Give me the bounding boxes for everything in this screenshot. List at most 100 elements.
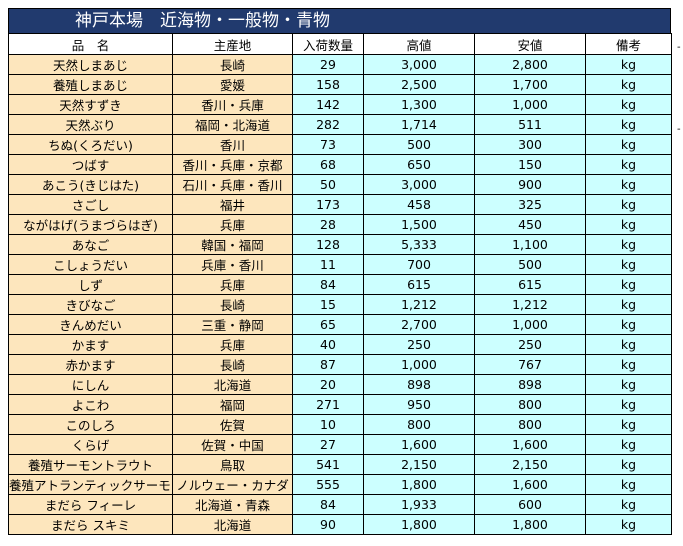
table-row: にしん 北海道 20 898 898 kg <box>8 374 672 395</box>
item-name-cell: 赤かます <box>8 354 173 375</box>
quantity-cell: 282 <box>292 114 364 135</box>
low-price-cell: 250 <box>474 334 586 355</box>
table-row: ながはげ(うまづらはぎ) 兵庫 28 1,500 450 kg <box>8 214 672 235</box>
origin-cell: 長崎 <box>172 354 293 375</box>
table-row: よこわ 福岡 271 950 800 kg <box>8 394 672 415</box>
high-price-cell: 1,800 <box>363 514 475 535</box>
high-price-cell: 1,714 <box>363 114 475 135</box>
quantity-cell: 142 <box>292 94 364 115</box>
market-price-sheet: 神戸本場 近海物・一般物・青物 品 名 主産地 入荷数量 高値 安値 備考 天然… <box>8 8 672 535</box>
item-name-cell: にしん <box>8 374 173 395</box>
table-row: 天然しまあじ 長崎 29 3,000 2,800 kg <box>8 54 672 75</box>
origin-cell: 香川・兵庫・京都 <box>172 154 293 175</box>
note-cell: kg <box>585 434 672 455</box>
origin-cell: 韓国・福岡 <box>172 234 293 255</box>
low-price-cell: 1,212 <box>474 294 586 315</box>
quantity-cell: 27 <box>292 434 364 455</box>
origin-cell: 福井 <box>172 194 293 215</box>
origin-cell: 兵庫・香川 <box>172 254 293 275</box>
quantity-cell: 68 <box>292 154 364 175</box>
low-price-cell: 1,600 <box>474 434 586 455</box>
quantity-cell: 555 <box>292 474 364 495</box>
note-cell: kg <box>585 254 672 275</box>
table-row: 養殖アトランティックサーモン ノルウェー・カナダ 555 1,800 1,600 kg <box>8 474 672 495</box>
item-name-cell: くらげ <box>8 434 173 455</box>
header-name: 品 名 <box>8 33 173 55</box>
note-cell: kg <box>585 194 672 215</box>
header-note: 備考 <box>585 33 672 55</box>
quantity-cell: 84 <box>292 494 364 515</box>
item-name-cell: つばす <box>8 154 173 175</box>
origin-cell: 北海道・青森 <box>172 494 293 515</box>
high-price-cell: 1,933 <box>363 494 475 515</box>
low-price-cell: 2,800 <box>474 54 586 75</box>
high-price-cell: 1,500 <box>363 214 475 235</box>
high-price-cell: 2,700 <box>363 314 475 335</box>
note-cell: kg <box>585 274 672 295</box>
quantity-cell: 271 <box>292 394 364 415</box>
note-cell: kg <box>585 314 672 335</box>
note-cell: kg <box>585 334 672 355</box>
high-price-cell: 700 <box>363 254 475 275</box>
quantity-cell: 40 <box>292 334 364 355</box>
note-cell: kg <box>585 294 672 315</box>
quantity-cell: 541 <box>292 454 364 475</box>
high-price-cell: 3,000 <box>363 174 475 195</box>
table-row: 赤かます 長崎 87 1,000 767 kg <box>8 354 672 375</box>
table-row: さごし 福井 173 458 325 kg <box>8 194 672 215</box>
item-name-cell: まだら フィーレ <box>8 494 173 515</box>
high-price-cell: 458 <box>363 194 475 215</box>
high-price-cell: 3,000 <box>363 54 475 75</box>
note-cell: kg <box>585 234 672 255</box>
edge-mark: - <box>677 124 681 135</box>
table-row: まだら フィーレ 北海道・青森 84 1,933 600 kg <box>8 494 672 515</box>
quantity-cell: 29 <box>292 54 364 75</box>
high-price-cell: 898 <box>363 374 475 395</box>
item-name-cell: 養殖しまあじ <box>8 74 173 95</box>
header-row: 品 名 主産地 入荷数量 高値 安値 備考 <box>8 33 672 55</box>
item-name-cell: 天然すずき <box>8 94 173 115</box>
high-price-cell: 2,150 <box>363 454 475 475</box>
low-price-cell: 615 <box>474 274 586 295</box>
table-row: ちぬ(くろだい) 香川 73 500 300 kg <box>8 134 672 155</box>
table-row: こしょうだい 兵庫・香川 11 700 500 kg <box>8 254 672 275</box>
origin-cell: 佐賀 <box>172 414 293 435</box>
price-table: 品 名 主産地 入荷数量 高値 安値 備考 天然しまあじ 長崎 29 3,000 2,8… <box>8 33 672 535</box>
high-price-cell: 1,600 <box>363 434 475 455</box>
note-cell: kg <box>585 94 672 115</box>
origin-cell: 長崎 <box>172 294 293 315</box>
note-cell: kg <box>585 54 672 75</box>
table-row: くらげ 佐賀・中国 27 1,600 1,600 kg <box>8 434 672 455</box>
table-row: あこう(きじはた) 石川・兵庫・香川 50 3,000 900 kg <box>8 174 672 195</box>
origin-cell: 北海道 <box>172 374 293 395</box>
low-price-cell: 900 <box>474 174 586 195</box>
low-price-cell: 300 <box>474 134 586 155</box>
low-price-cell: 511 <box>474 114 586 135</box>
item-name-cell: ながはげ(うまづらはぎ) <box>8 214 173 235</box>
note-cell: kg <box>585 494 672 515</box>
note-cell: kg <box>585 154 672 175</box>
note-cell: kg <box>585 454 672 475</box>
origin-cell: 鳥取 <box>172 454 293 475</box>
header-high-price: 高値 <box>363 33 475 55</box>
table-row: 養殖しまあじ 愛媛 158 2,500 1,700 kg <box>8 74 672 95</box>
quantity-cell: 11 <box>292 254 364 275</box>
table-row: かます 兵庫 40 250 250 kg <box>8 334 672 355</box>
item-name-cell: よこわ <box>8 394 173 415</box>
high-price-cell: 1,300 <box>363 94 475 115</box>
low-price-cell: 1,000 <box>474 314 586 335</box>
item-name-cell: あなご <box>8 234 173 255</box>
low-price-cell: 1,100 <box>474 234 586 255</box>
note-cell: kg <box>585 374 672 395</box>
item-name-cell: こしょうだい <box>8 254 173 275</box>
high-price-cell: 250 <box>363 334 475 355</box>
quantity-cell: 20 <box>292 374 364 395</box>
origin-cell: 兵庫 <box>172 274 293 295</box>
quantity-cell: 73 <box>292 134 364 155</box>
quantity-cell: 158 <box>292 74 364 95</box>
low-price-cell: 325 <box>474 194 586 215</box>
high-price-cell: 1,000 <box>363 354 475 375</box>
origin-cell: 福岡 <box>172 394 293 415</box>
high-price-cell: 5,333 <box>363 234 475 255</box>
sheet-title: 神戸本場 近海物・一般物・青物 <box>8 8 671 33</box>
